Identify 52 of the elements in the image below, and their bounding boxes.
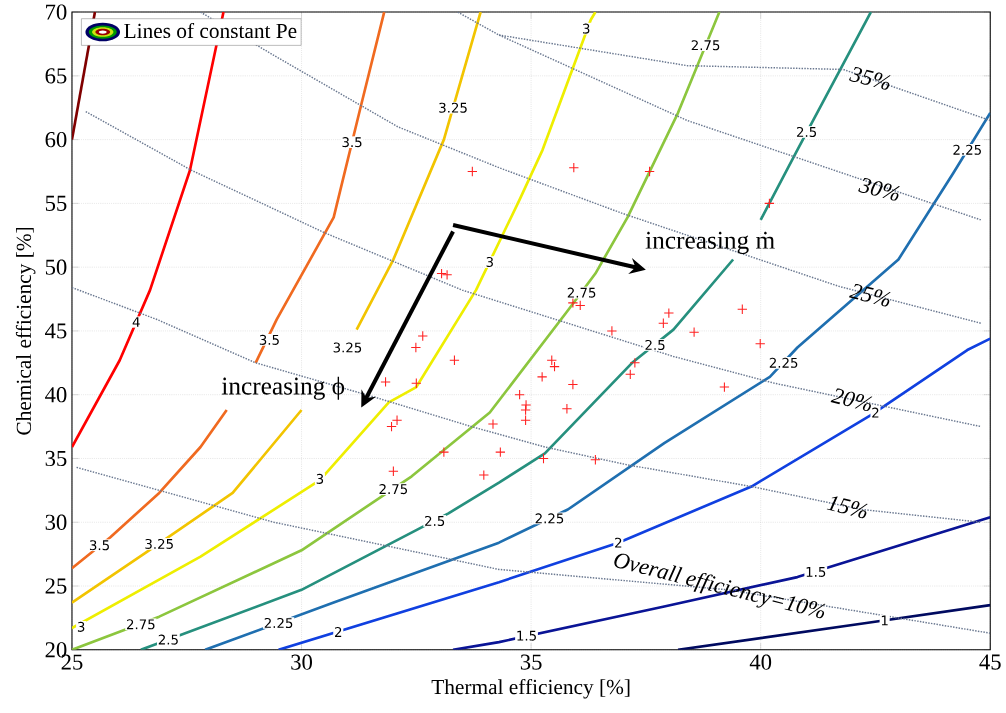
- annotation: 2: [872, 407, 879, 418]
- annotation: 3: [486, 257, 493, 268]
- annotation: 3.25: [333, 342, 362, 353]
- annotation: 3.5: [342, 137, 362, 148]
- annotation: 2.75: [691, 40, 720, 51]
- annotation: 15%: [826, 496, 868, 519]
- annotation: 30%: [858, 178, 900, 201]
- annotation: 3.5: [259, 334, 279, 346]
- annotation: 2.25: [535, 513, 564, 524]
- annotation: 3.5: [89, 540, 109, 551]
- annotation: 3: [316, 473, 324, 485]
- annotation: 2.25: [953, 144, 981, 155]
- annotation: 3.25: [145, 538, 173, 550]
- y-tick-label: 30: [45, 514, 67, 531]
- y-tick-label: 55: [45, 195, 67, 212]
- y-tick-label: 65: [45, 68, 67, 84]
- y-tick-label: 60: [45, 132, 67, 148]
- annotation: 2.75: [567, 287, 596, 298]
- x-tick-label: 40: [749, 654, 772, 670]
- annotation: 2.5: [796, 127, 817, 138]
- y-tick-label: 40: [45, 387, 67, 403]
- annotation: 3: [77, 621, 85, 632]
- y-tick-label: 50: [45, 259, 67, 275]
- y-tick-label: 25: [45, 578, 67, 594]
- y-tick-label: 35: [45, 450, 67, 467]
- y-tick-label: 45: [45, 323, 67, 339]
- annotation: 2.25: [264, 618, 293, 629]
- y-axis-title: Chemical efficiency [%]: [15, 228, 36, 435]
- annotation: increasing ṁ: [645, 231, 775, 255]
- annotation: 2.75: [379, 484, 408, 495]
- annotation: 3: [582, 23, 590, 34]
- annotation: 2: [615, 537, 622, 548]
- y-tick-label: 70: [46, 4, 67, 20]
- annotation: 20%: [830, 388, 873, 412]
- annotation: 2: [335, 627, 342, 637]
- annotation: 3.25: [439, 102, 467, 113]
- annotation: 2.5: [158, 634, 178, 645]
- legend-title: Lines of constant Pe: [124, 23, 297, 39]
- annotation: 1.5: [517, 630, 536, 641]
- annotation: 2.5: [425, 516, 445, 527]
- annotation: 35%: [849, 67, 891, 90]
- x-tick-label: 35: [520, 654, 542, 670]
- annotation: 4: [132, 317, 140, 327]
- annotation: increasing ϕ: [221, 376, 345, 400]
- x-axis-title: Thermal efficiency [%]: [431, 679, 630, 699]
- annotation: 25%: [848, 284, 891, 307]
- x-tick-label: 45: [979, 654, 1001, 670]
- annotation: 2.25: [769, 357, 798, 368]
- annotation: 2.5: [645, 340, 665, 351]
- annotation: 1: [881, 615, 888, 626]
- annotation: 2.75: [126, 619, 155, 630]
- x-tick-label: 30: [291, 654, 313, 670]
